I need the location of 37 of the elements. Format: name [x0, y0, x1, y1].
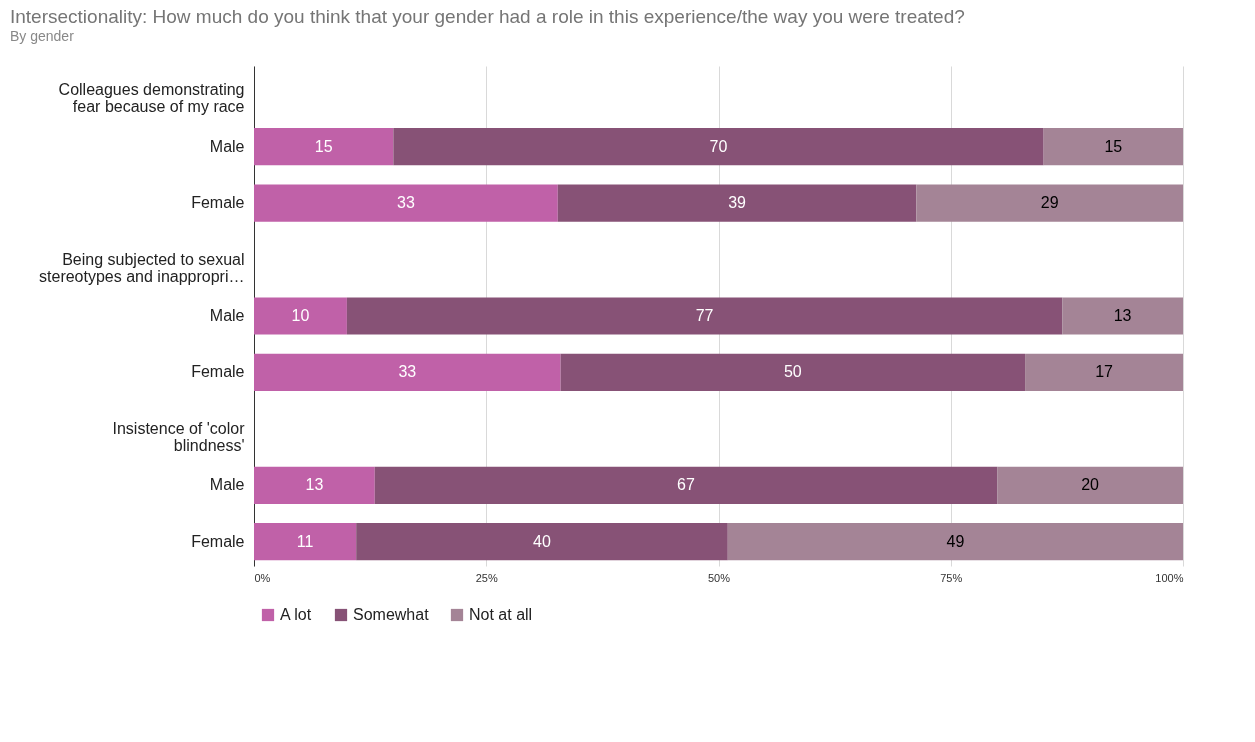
x-tick-label: 100% — [1155, 571, 1184, 584]
text: By gender — [10, 28, 75, 44]
data-label: 15 — [1104, 137, 1123, 155]
data-label: 40 — [533, 532, 551, 550]
y-tick-label: Being subjected to sexual stereotypes and inappropri… — [39, 250, 245, 285]
y-tick-label: Male — [209, 137, 245, 155]
data-label: 50 — [783, 363, 802, 381]
y-tick-label: Female — [191, 363, 245, 381]
y-tick-label: Female — [191, 194, 245, 212]
legend-label: Somewhat — [353, 606, 430, 623]
data-label: 49 — [946, 532, 965, 550]
data-label: 11 — [296, 532, 314, 550]
data-label: 15 — [314, 137, 333, 155]
data-label: 70 — [709, 137, 728, 155]
data-label: 10 — [291, 307, 310, 324]
y-tick-label: Colleagues demonstrating fear because of my race — [58, 81, 245, 116]
data-label: 29 — [1040, 194, 1059, 212]
data-label: 33 — [396, 194, 415, 212]
chart-title: Intersectionality: How much do you think that your gender had a role in this experience/the way you were treated? — [10, 6, 965, 27]
x-tick-label: 50% — [707, 571, 731, 584]
x-tick-label: 0% — [254, 571, 271, 584]
data-label: 77 — [695, 307, 714, 324]
data-label: 33 — [398, 363, 417, 381]
data-label: 67 — [677, 476, 695, 494]
legend-label: A lot — [280, 606, 312, 623]
y-tick-label: Female — [191, 532, 245, 550]
y-tick-label: Male — [209, 307, 245, 324]
legend-label: Not at all — [469, 606, 533, 623]
x-tick-label: 75% — [940, 571, 963, 584]
data-label: 17 — [1095, 363, 1114, 381]
data-label: 39 — [728, 194, 747, 212]
data-label: 20 — [1081, 476, 1100, 494]
y-tick-label: Insistence of 'color blindness' — [112, 419, 246, 454]
y-tick-label: Male — [209, 476, 245, 494]
x-tick-label: 25% — [475, 571, 498, 584]
data-label: 13 — [1113, 307, 1132, 324]
data-label: 13 — [305, 476, 324, 494]
